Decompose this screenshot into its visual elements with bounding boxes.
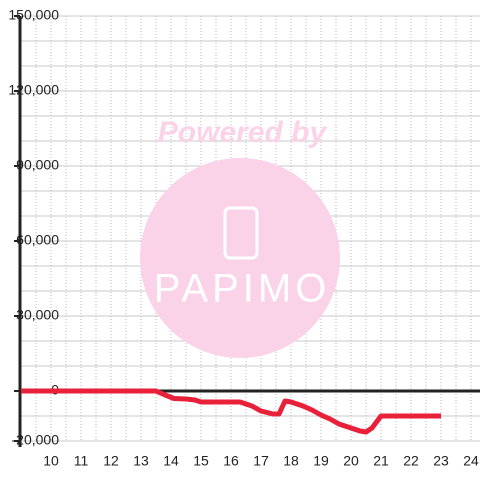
watermark-brand: PAPIMO xyxy=(154,267,331,311)
x-tick-label: 11 xyxy=(74,453,89,469)
x-tick-label: 17 xyxy=(253,453,269,469)
watermark-caption: Powered by xyxy=(158,116,328,149)
x-tick-label: 23 xyxy=(433,453,449,469)
y-tick-label: 90,000 xyxy=(16,157,59,173)
line-series xyxy=(21,388,441,435)
x-tick-label: 15 xyxy=(193,453,209,469)
y-tick-label: -20,000 xyxy=(12,432,60,448)
x-tick-label: 24 xyxy=(463,453,479,469)
x-tick-label: 21 xyxy=(373,453,389,469)
x-tick-label: 13 xyxy=(133,453,149,469)
y-tick-label: 150,000 xyxy=(8,7,59,23)
x-tick-label: 16 xyxy=(223,453,239,469)
x-tick-label: 18 xyxy=(283,453,299,469)
y-tick-label: 60,000 xyxy=(16,232,59,248)
watermark-icon xyxy=(223,206,259,260)
x-tick-label: 14 xyxy=(163,453,179,469)
grid xyxy=(21,15,480,442)
x-tick-label: 19 xyxy=(313,453,329,469)
x-tick-label: 20 xyxy=(343,453,359,469)
y-tick-label: 120,000 xyxy=(8,82,59,98)
x-tick-label: 12 xyxy=(103,453,119,469)
y-tick-label: 30,000 xyxy=(16,307,59,323)
x-tick-label: 10 xyxy=(43,453,59,469)
x-tick-label: 22 xyxy=(403,453,419,469)
